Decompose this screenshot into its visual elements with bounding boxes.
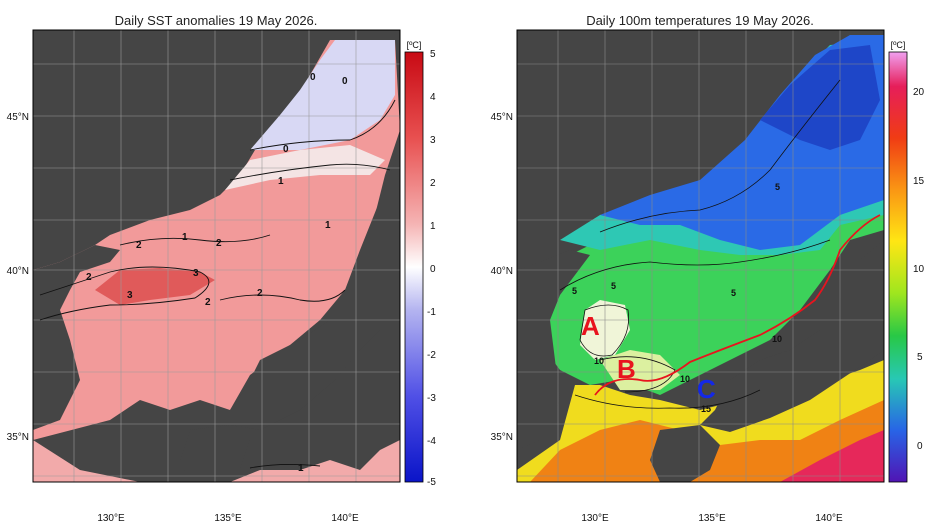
y-tick-label: 45°N (7, 112, 29, 123)
contour-label: 2 (86, 272, 92, 283)
colorbar-tick: 1 (430, 221, 436, 232)
marker-c: C (697, 374, 716, 404)
contour-label: 2 (136, 240, 142, 251)
sea-temp-deep-cold (760, 45, 880, 150)
cool-anomaly-north (250, 40, 395, 150)
colorbar-tick: 10 (913, 264, 925, 275)
colorbar-scale (404, 51, 424, 483)
contour-label: 2 (283, 499, 289, 510)
contour-label: 0 (342, 76, 348, 87)
left-contours (39, 99, 396, 469)
contour-label: 5 (775, 182, 780, 192)
colorbar-tick: -2 (427, 350, 436, 361)
contour-label: 10 (594, 356, 604, 366)
contour-label: 0 (283, 144, 289, 155)
contour-label: 0 (310, 72, 316, 83)
land-japan (230, 150, 400, 430)
right-grid (517, 30, 884, 482)
left-contour-labels: 0 0 0 1 1 1 2 2 2 2 2 3 3 1 2 (86, 72, 348, 510)
colorbar-tick: -4 (427, 436, 436, 447)
right-x-axis: 130°E 135°E 140°E (581, 513, 843, 524)
marker-b: B (617, 354, 636, 384)
colorbar-tick: 0 (917, 441, 923, 452)
right-contour-labels: 5 5 5 5 10 10 10 15 (572, 182, 782, 414)
contour-label: 15 (701, 404, 711, 414)
contour-label: 1 (278, 176, 284, 187)
colorbar-tick: 20 (913, 87, 925, 98)
x-tick-label: 135°E (214, 513, 242, 524)
region-markers: A B C (581, 311, 716, 404)
sea-temp-hottest (780, 430, 884, 482)
y-tick-label: 35°N (7, 432, 29, 443)
right-y-axis: 45°N 40°N 35°N (491, 112, 513, 443)
contour-label: 2 (257, 288, 263, 299)
left-grid (33, 30, 400, 482)
contour-label: 1 (182, 232, 188, 243)
left-x-axis: 130°E 135°E 140°E (97, 513, 359, 524)
left-y-axis: 45°N 40°N 35°N (7, 112, 29, 443)
colorbar-tick: 3 (430, 135, 436, 146)
x-tick-label: 140°E (815, 513, 843, 524)
colorbar-scale (888, 51, 908, 483)
y-tick-label: 35°N (491, 432, 513, 443)
x-tick-label: 135°E (698, 513, 726, 524)
right-panel: Daily 100m temperatures 19 May 2026. (491, 13, 925, 524)
right-frame (516, 29, 885, 483)
contour-label: 3 (193, 268, 199, 279)
right-contours (559, 79, 841, 409)
contour-label: 2 (216, 238, 222, 249)
colorbar-tick: -5 (427, 477, 436, 488)
right-colorbar: [ºC] 20 15 10 5 0 (888, 40, 925, 483)
y-tick-label: 40°N (491, 266, 513, 277)
colorbar-tick: -1 (427, 307, 436, 318)
warm-anomaly-core (95, 268, 215, 305)
red-front-line (594, 214, 881, 396)
contour-label: 3 (127, 290, 133, 301)
southern-sea-field (33, 440, 400, 482)
colorbar-unit: [ºC] (407, 40, 422, 50)
contour-label: 5 (731, 288, 736, 298)
left-colorbar: [ºC] 5 4 3 2 1 0 -1 -2 -3 -4 -5 (404, 40, 436, 488)
contour-label: 10 (680, 374, 690, 384)
colorbar-tick: -3 (427, 393, 436, 404)
colorbar-tick: 4 (430, 92, 436, 103)
x-tick-label: 130°E (581, 513, 609, 524)
colorbar-tick: 5 (430, 49, 436, 60)
contour-label: 10 (772, 334, 782, 344)
contour-label: 5 (572, 286, 577, 296)
colorbar-tick: 15 (913, 176, 925, 187)
land-kyushu (650, 425, 720, 482)
y-tick-label: 40°N (7, 266, 29, 277)
right-map: 5 5 5 5 10 10 10 15 A B C (517, 30, 884, 482)
contour-label: 1 (325, 220, 331, 231)
contour-label: 2 (205, 297, 211, 308)
land-korea (33, 245, 120, 430)
left-frame (32, 29, 401, 483)
contour-label: 5 (611, 281, 616, 291)
marker-a: A (581, 311, 600, 341)
colorbar-tick: 0 (430, 264, 436, 275)
left-title: Daily SST anomalies 19 May 2026. (115, 13, 318, 28)
right-title: Daily 100m temperatures 19 May 2026. (586, 13, 814, 28)
colorbar-tick: 2 (430, 178, 436, 189)
contour-label: 1 (298, 463, 304, 474)
x-tick-label: 140°E (331, 513, 359, 524)
left-map: 0 0 0 1 1 1 2 2 2 2 2 3 3 1 2 (33, 30, 400, 510)
colorbar-unit: [ºC] (891, 40, 906, 50)
y-tick-label: 45°N (491, 112, 513, 123)
colorbar-tick: 5 (917, 352, 923, 363)
left-panel: Daily SST anomalies 19 May 2026. (7, 13, 437, 524)
land-korea (517, 250, 590, 450)
x-tick-label: 130°E (97, 513, 125, 524)
